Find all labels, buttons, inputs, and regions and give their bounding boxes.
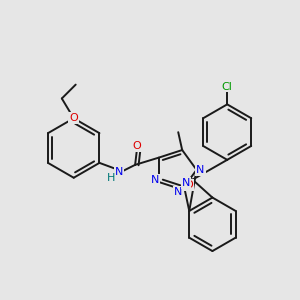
Text: O: O <box>184 180 193 190</box>
Text: N: N <box>151 175 159 185</box>
Text: H: H <box>107 173 116 183</box>
Text: N: N <box>174 187 182 196</box>
Text: O: O <box>69 113 78 123</box>
Text: N: N <box>196 165 205 175</box>
Text: N: N <box>182 178 190 188</box>
Text: N: N <box>115 167 124 177</box>
Text: O: O <box>133 141 142 151</box>
Text: Cl: Cl <box>222 82 233 92</box>
